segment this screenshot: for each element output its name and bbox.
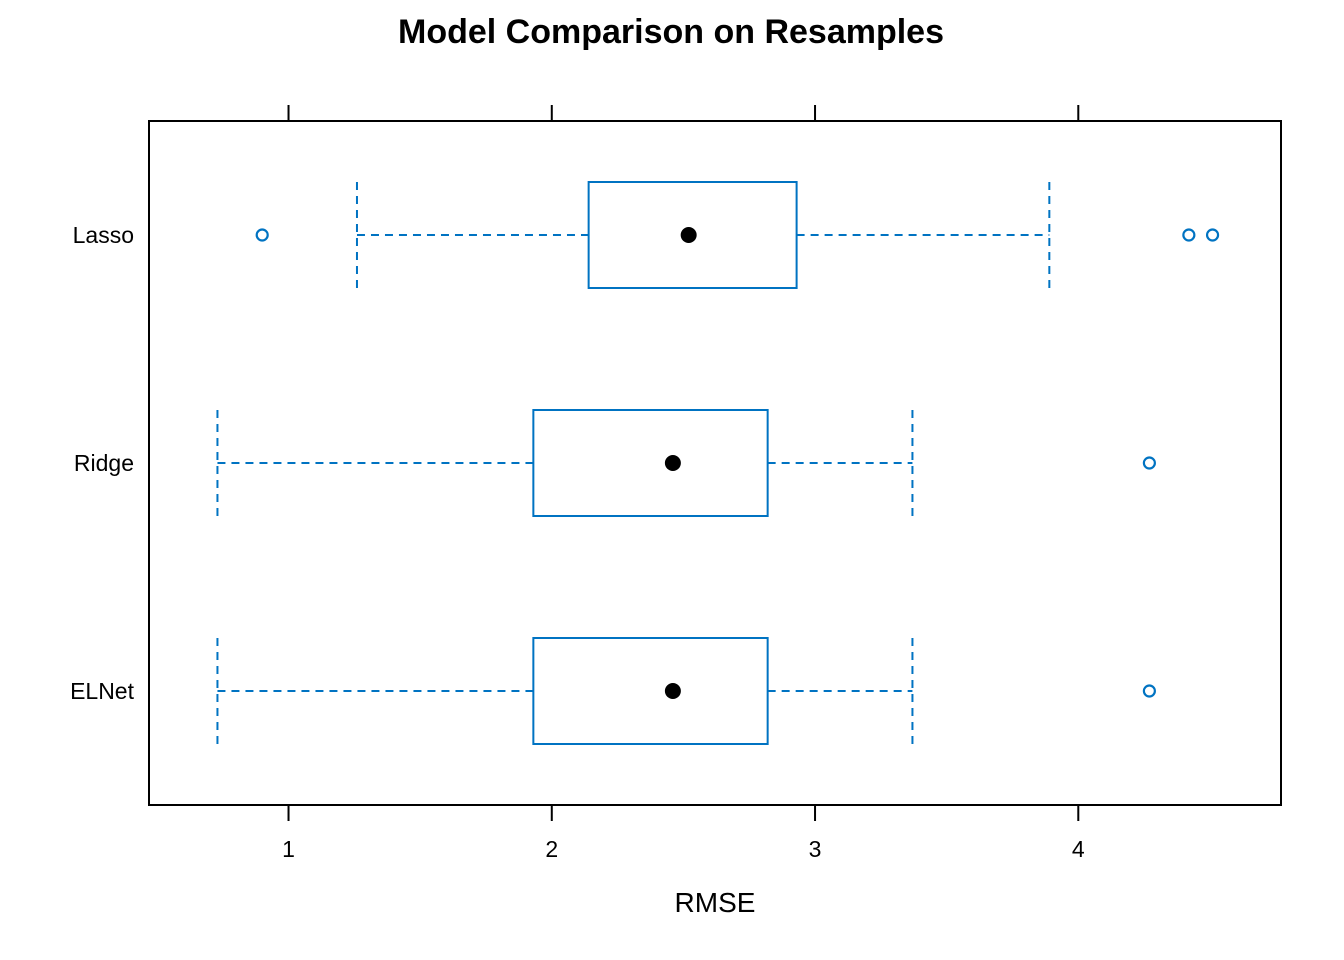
outlier-point xyxy=(1205,228,1220,242)
chart-title: Model Comparison on Resamples xyxy=(398,13,944,51)
outlier-point xyxy=(255,228,269,242)
box-lasso xyxy=(255,181,1220,289)
x-axis-ticks: 1 2 3 4 xyxy=(282,105,1085,862)
category-label: Lasso xyxy=(73,222,134,248)
x-tick-label: 1 xyxy=(282,836,295,862)
iqr-box xyxy=(532,409,769,517)
median-dot xyxy=(664,455,681,471)
x-tick-label: 2 xyxy=(545,836,558,862)
x-tick-label: 4 xyxy=(1072,836,1085,862)
x-axis-label: RMSE xyxy=(675,887,756,918)
iqr-box xyxy=(587,181,798,289)
outlier-point xyxy=(1182,228,1196,242)
category-label: ELNet xyxy=(70,678,135,704)
plot-frame xyxy=(148,120,1282,806)
box-series xyxy=(216,181,1220,745)
y-axis-categories: ELNet Ridge Lasso xyxy=(70,222,135,704)
outlier-point xyxy=(1142,456,1156,470)
outlier-point xyxy=(1142,684,1156,698)
box-ridge xyxy=(216,409,1156,517)
box-elnet xyxy=(216,637,1156,745)
median-dot xyxy=(680,227,697,243)
iqr-box xyxy=(532,637,769,745)
x-tick-label: 3 xyxy=(809,836,822,862)
median-dot xyxy=(664,683,681,699)
category-label: Ridge xyxy=(74,450,134,476)
